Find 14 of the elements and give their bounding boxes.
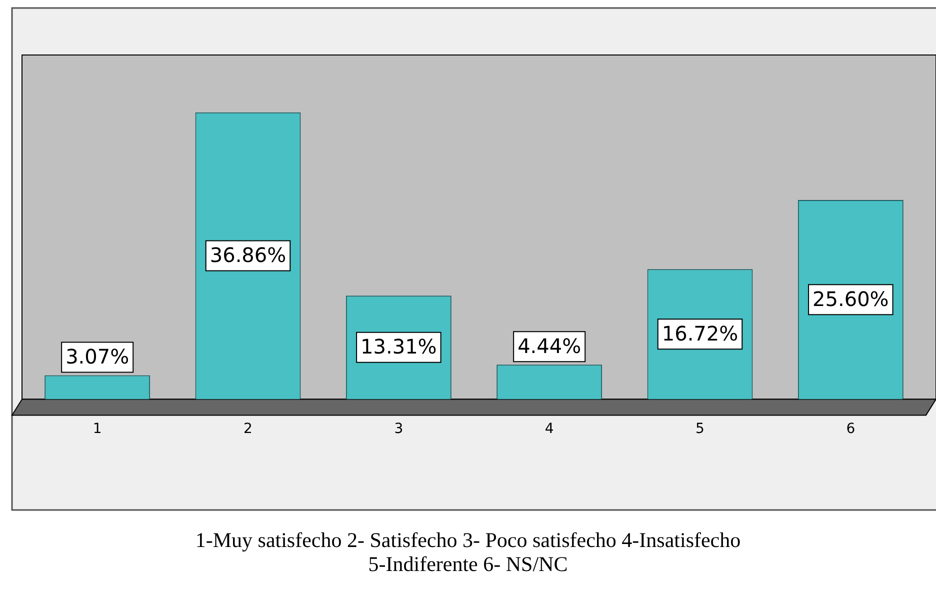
x-tick-label: 6 (846, 421, 856, 438)
data-label: 36.86% (210, 242, 286, 267)
data-label: 4.44% (518, 334, 582, 358)
data-label: 13.31% (360, 334, 437, 359)
x-tick-label: 5 (696, 421, 704, 438)
data-label: 16.72% (662, 321, 738, 346)
data-label: 3.07% (66, 344, 130, 369)
x-tick-label: 4 (544, 421, 554, 438)
text: 5-Indiferente 6- NS/NC (367, 552, 569, 576)
text: 1-Muy satisfecho 2- Satisfecho 3- Poco satisfecho 4-Insatisfecho (194, 528, 742, 552)
data-label: 25.60% (812, 286, 889, 311)
x-tick-label: 3 (394, 421, 404, 438)
x-tick-label: 1 (92, 421, 102, 438)
x-tick-label: 2 (244, 421, 252, 438)
